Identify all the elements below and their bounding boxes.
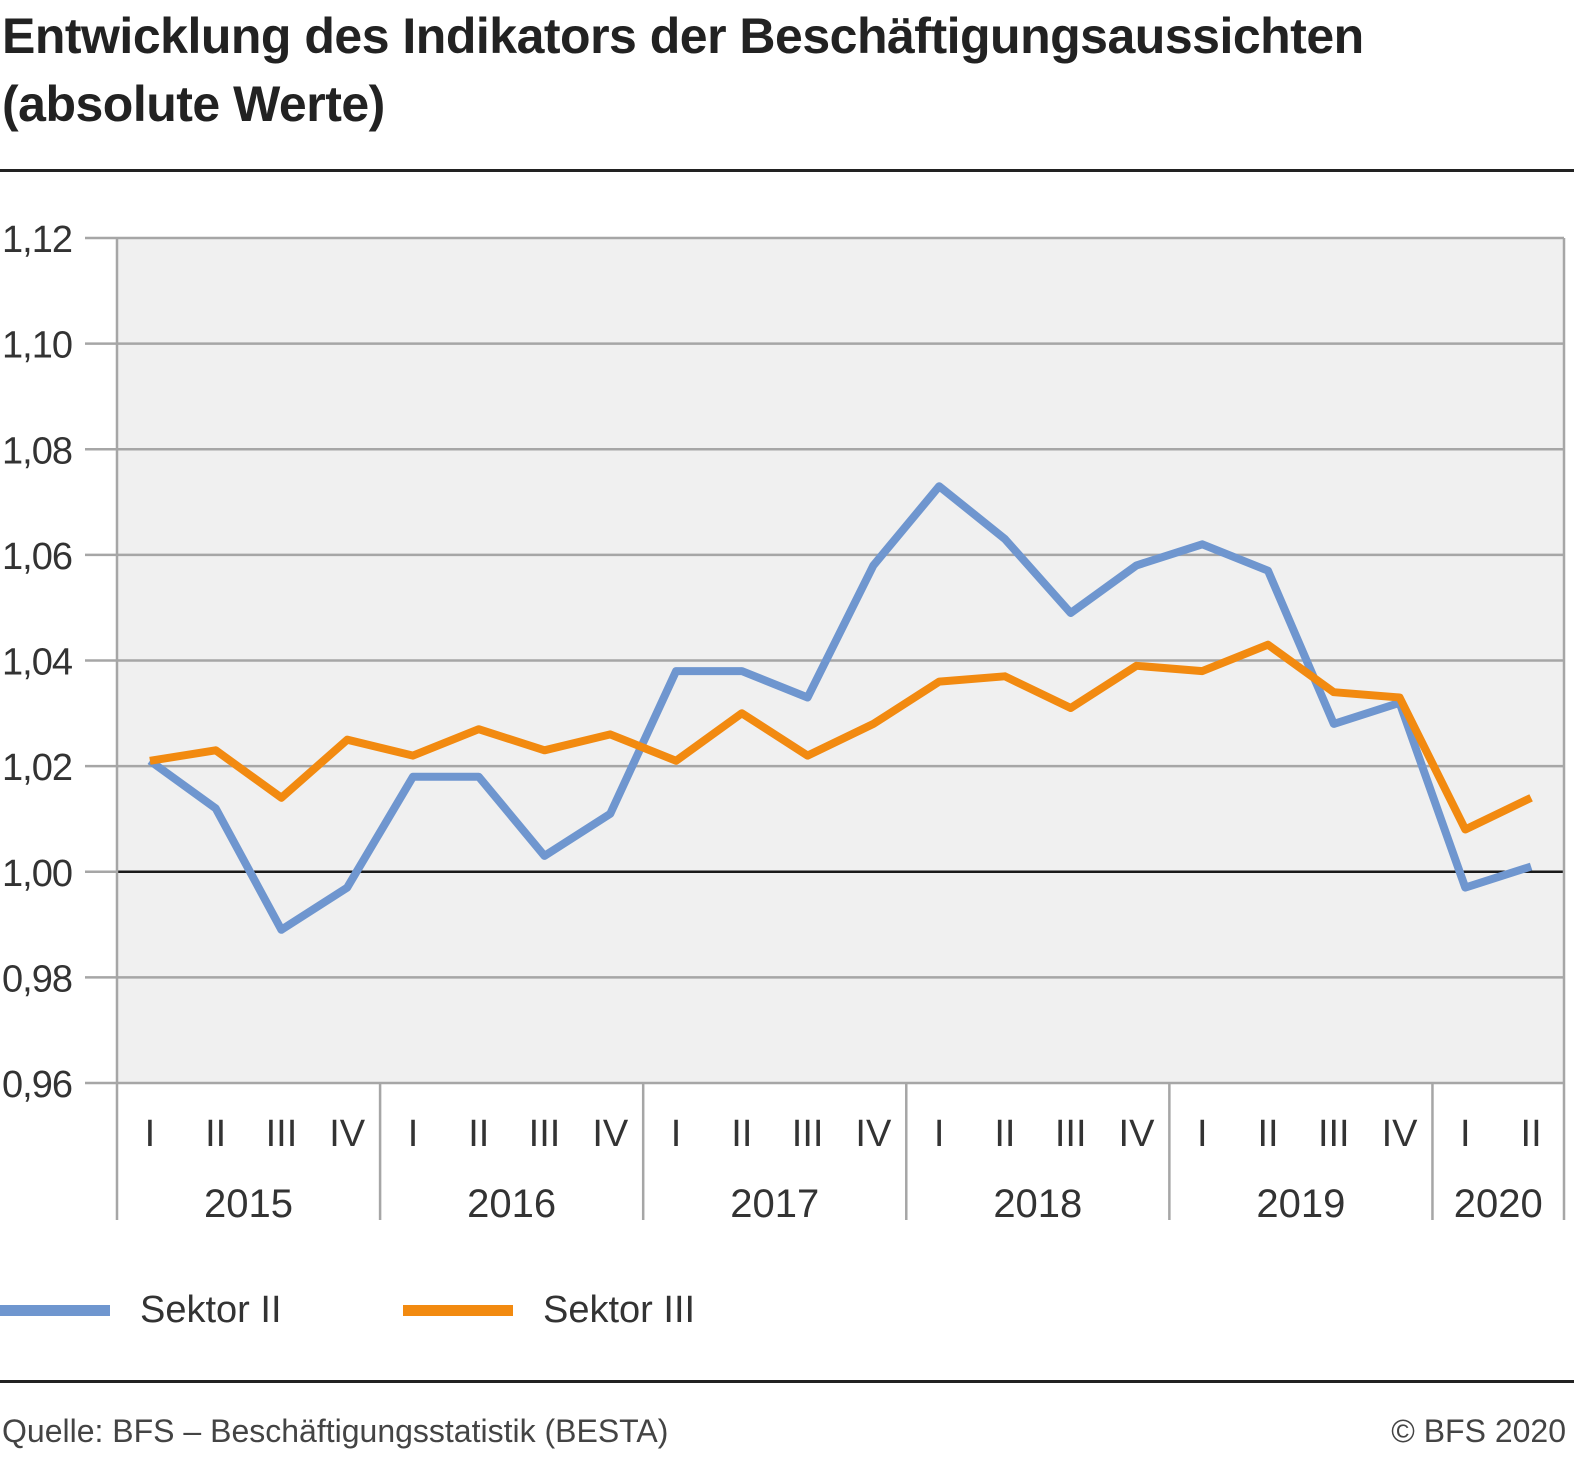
series-line-sektor-ii [147,482,1533,934]
x-tick-label: II [1257,1113,1278,1155]
x-tick-label: IV [592,1113,629,1155]
x-tick-label: II [468,1113,489,1155]
legend-label-sektor-iii: Sektor III [543,1288,696,1331]
x-year-label: 2020 [1454,1182,1543,1226]
x-year-label: 2015 [204,1182,293,1226]
y-tick-label: 1,10 [2,325,72,367]
y-tick-label: 0,96 [2,1064,72,1106]
x-tick-label: I [408,1113,419,1155]
x-tick-label: I [1197,1113,1208,1155]
y-tick-label: 1,08 [2,430,72,472]
x-year-label: 2016 [467,1182,556,1226]
x-tick-label: III [1318,1113,1350,1155]
x-year-label: 2017 [730,1182,819,1226]
y-axis-tick-labels: 0,96 0,98 1,00 1,02 1,04 1,06 1,08 1,10 1,12 [2,219,74,1106]
y-tick-label: 1,00 [2,853,72,895]
x-tick-label: I [1460,1113,1471,1155]
legend-item-sektor-ii: Sektor II [0,1282,282,1338]
x-tick-label: III [529,1113,561,1155]
y-tick-label: 1,02 [2,747,72,789]
legend-swatch-sektor-ii [0,1304,110,1316]
x-tick-label: I [934,1113,945,1155]
x-tick-label: III [792,1113,824,1155]
chart-title-line-2: (absolute Werte) [2,76,385,132]
x-tick-label: I [671,1113,682,1155]
legend-label-sektor-ii: Sektor II [140,1288,282,1331]
title-divider [0,169,1574,172]
x-tick-label: IV [1382,1113,1419,1155]
y-tick-label: 0,98 [2,958,72,1000]
chart-title-line-1: Entwicklung des Indikators der Beschäfti… [2,8,1364,64]
line-chart: 0,960,981,001,021,041,061,081,101,12 I II… [2,219,1566,1226]
chart-title: Entwicklung des Indikators der Beschäfti… [2,2,1570,138]
y-tick-label: 1,04 [2,642,73,684]
x-tick-label: III [1055,1113,1087,1155]
x-year-label: 2019 [1256,1182,1345,1226]
source-note: Quelle: BFS – Beschäftigungsstatistik (B… [2,1413,669,1449]
x-tick-label: II [205,1113,226,1155]
y-tick-label: 1,06 [2,536,72,578]
series-lines [147,482,1533,934]
footer-divider [0,1380,1574,1383]
copyright-note: © BFS 2020 [1391,1413,1566,1449]
x-tick-label: II [994,1113,1015,1155]
legend-swatch-sektor-iii [403,1304,513,1316]
x-tick-label: IV [855,1113,892,1155]
x-year-label: 2018 [993,1182,1082,1226]
series-line-sektor-iii [149,640,1533,834]
x-tick-label: I [145,1113,156,1155]
x-tick-label: IV [1119,1113,1156,1155]
x-tick-label: IV [329,1113,366,1155]
legend-item-sektor-iii: Sektor III [403,1282,695,1338]
x-tick-label: II [1521,1113,1542,1155]
x-tick-label: II [731,1113,752,1155]
x-tick-label: III [266,1113,298,1155]
y-tick-label: 1,12 [2,219,72,261]
